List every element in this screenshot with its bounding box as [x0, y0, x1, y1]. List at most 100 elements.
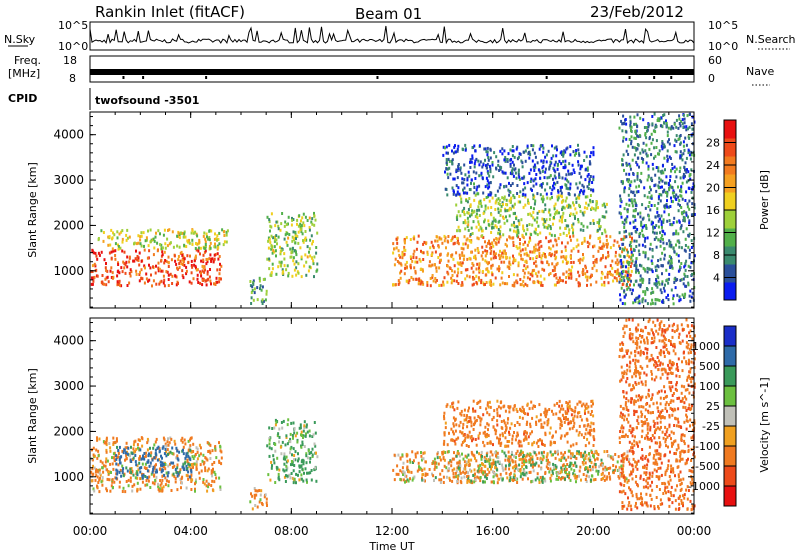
scatter-cell: [642, 290, 644, 293]
scatter-cell: [672, 233, 674, 236]
scatter-cell: [265, 298, 267, 301]
scatter-cell: [149, 486, 151, 489]
scatter-cell: [595, 463, 597, 466]
scatter-cell: [456, 455, 458, 458]
scatter-cell: [625, 265, 627, 268]
scatter-cell: [657, 238, 659, 241]
scatter-cell: [309, 226, 311, 229]
scatter-cell: [576, 278, 578, 281]
scatter-cell: [630, 142, 632, 145]
scatter-cell: [601, 459, 603, 462]
scatter-cell: [439, 456, 441, 459]
scatter-cell: [655, 298, 657, 301]
scatter-cell: [479, 269, 481, 272]
scatter-cell: [401, 253, 403, 256]
scatter-cell: [681, 246, 683, 249]
scatter-cell: [679, 167, 681, 170]
scatter-cell: [283, 252, 285, 255]
scatter-cell: [692, 186, 694, 189]
scatter-cell: [302, 232, 304, 235]
scatter-cell: [133, 440, 135, 443]
scatter-cell: [669, 219, 671, 222]
scatter-cell: [497, 190, 499, 193]
scatter-cell: [130, 471, 132, 474]
scatter-cell: [514, 203, 516, 206]
scatter-cell: [121, 250, 123, 253]
scatter-cell: [585, 466, 587, 469]
scatter-cell: [621, 279, 623, 282]
scatter-cell: [219, 272, 221, 275]
scatter-cell: [680, 206, 682, 209]
scatter-cell: [292, 247, 294, 250]
scatter-cell: [113, 452, 115, 455]
scatter-cell: [578, 274, 580, 277]
scatter-cell: [168, 261, 170, 264]
scatter-cell: [619, 247, 621, 250]
scatter-cell: [604, 276, 606, 279]
scatter-cell: [221, 228, 223, 231]
scatter-cell: [301, 441, 303, 444]
scatter-cell: [661, 300, 663, 303]
scatter-cell: [218, 242, 220, 245]
scatter-cell: [559, 227, 561, 230]
scatter-cell: [293, 454, 295, 457]
scatter-cell: [205, 243, 207, 246]
scatter-cell: [593, 261, 595, 264]
scatter-cell: [117, 280, 119, 283]
scatter-cell: [626, 164, 628, 167]
scatter-cell: [471, 424, 473, 427]
scatter-cell: [209, 238, 211, 241]
scatter-cell: [209, 451, 211, 454]
scatter-cell: [570, 269, 572, 272]
scatter-cell: [632, 301, 634, 304]
scatter-cell: [295, 237, 297, 240]
scatter-cell: [501, 152, 503, 155]
scatter-cluster: [266, 212, 318, 278]
scatter-cell: [524, 241, 526, 244]
scatter-cell: [691, 191, 693, 194]
scatter-cell: [625, 123, 627, 126]
scatter-cell: [95, 449, 97, 452]
colorbar-segment: [724, 282, 736, 301]
scatter-cell: [304, 238, 306, 241]
scatter-cell: [459, 254, 461, 257]
scatter-cell: [503, 261, 505, 264]
scatter-cell: [213, 461, 215, 464]
scatter-cell: [210, 247, 212, 250]
scatter-cell: [666, 220, 668, 223]
scatter-cell: [418, 465, 420, 468]
scatter-cell: [175, 480, 177, 483]
scatter-cell: [214, 232, 216, 235]
scatter-cell: [630, 121, 632, 124]
scatter-cell: [560, 189, 562, 192]
scatter-cell: [147, 257, 149, 260]
scatter-cell: [302, 239, 304, 242]
scatter-cell: [639, 212, 641, 215]
scatter-cell: [293, 431, 295, 434]
scatter-cell: [644, 240, 646, 243]
scatter-cell: [466, 178, 468, 181]
scatter-cell: [467, 217, 469, 220]
scatter-cell: [120, 462, 122, 465]
scatter-cell: [271, 467, 273, 470]
scatter-cell: [301, 275, 303, 278]
scatter-cell: [173, 246, 175, 249]
scatter-cell: [452, 258, 454, 261]
scatter-cell: [313, 275, 315, 278]
scatter-cell: [300, 219, 302, 222]
scatter-cell: [153, 475, 155, 478]
scatter-cell: [183, 232, 185, 235]
scatter-cell: [293, 230, 295, 233]
scatter-cell: [637, 157, 639, 160]
scatter-cell: [464, 227, 466, 230]
scatter-cell: [290, 422, 292, 425]
scatter-cell: [574, 207, 576, 210]
scatter-cell: [584, 206, 586, 209]
scatter-cell: [445, 188, 447, 191]
scatter-cell: [633, 221, 635, 224]
scatter-cell: [157, 229, 159, 232]
scatter-cell: [307, 219, 309, 222]
scatter-cell: [112, 462, 114, 465]
scatter-cell: [534, 463, 536, 466]
scatter-cell: [165, 448, 167, 451]
